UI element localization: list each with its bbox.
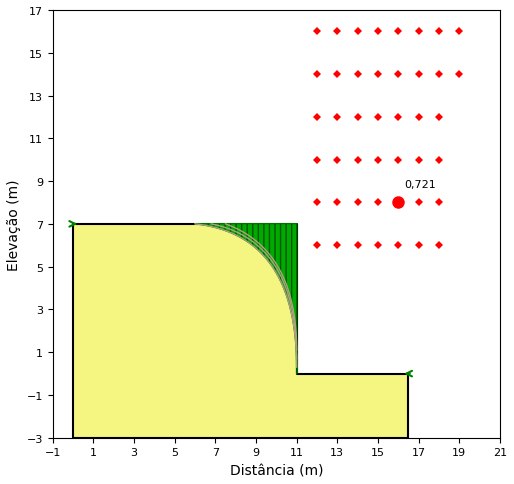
Text: 0,721: 0,721 [405,180,436,190]
Y-axis label: Elevação (m): Elevação (m) [7,179,21,270]
Polygon shape [73,225,409,438]
X-axis label: Distância (m): Distância (m) [230,463,323,477]
Polygon shape [195,225,297,374]
Polygon shape [195,225,297,374]
